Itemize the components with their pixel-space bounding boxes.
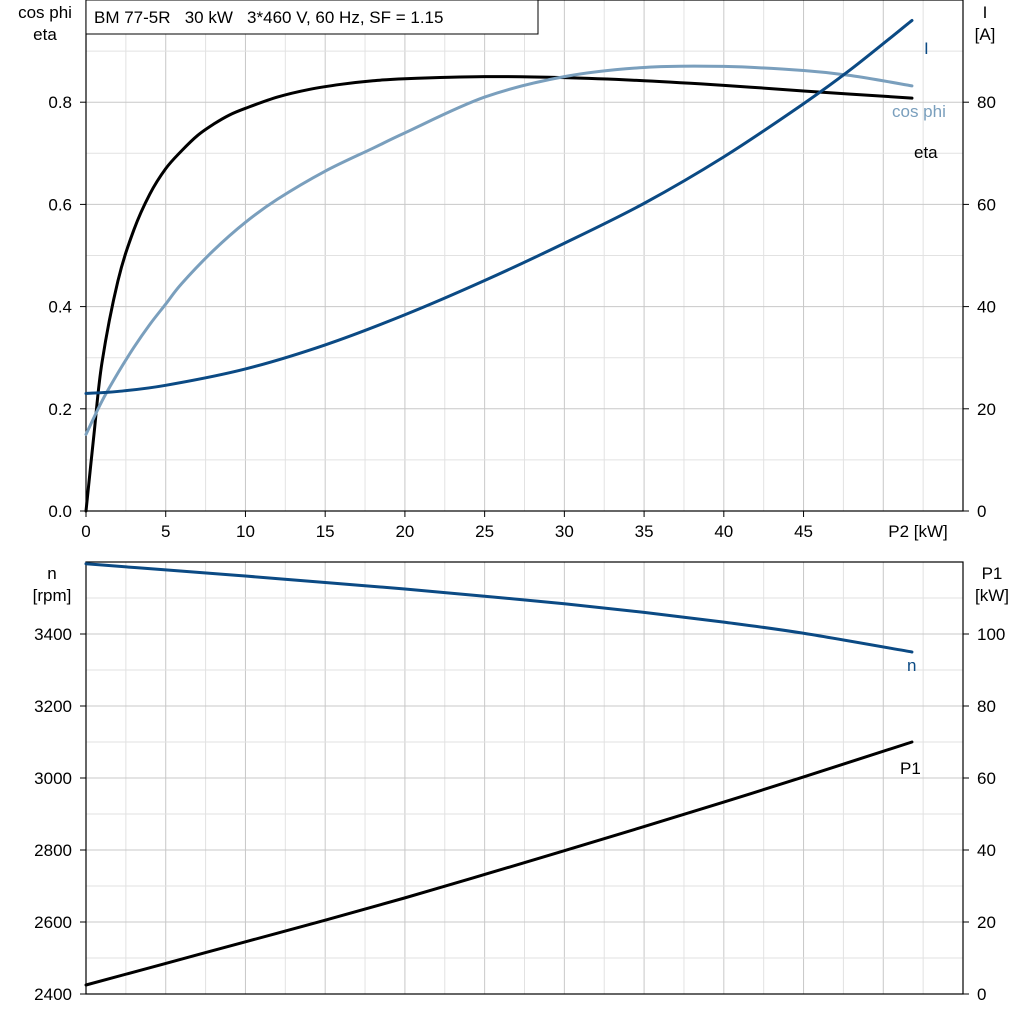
series-line-n — [84, 562, 914, 654]
right-tick-label: 40 — [977, 298, 996, 317]
x-axis-ticks: 0 5 10 15 20 25 30 35 40 45 — [81, 511, 813, 541]
series-label-p1: P1 — [900, 759, 921, 778]
x-tick-label: 45 — [794, 522, 813, 541]
left-tick-label: 3200 — [34, 697, 72, 716]
series-line-p1 — [84, 740, 914, 987]
right-axis-title-line2: [kW] — [975, 586, 1009, 605]
left-tick-label: 0.2 — [48, 400, 72, 419]
left-tick-label: 3400 — [34, 625, 72, 644]
left-tick-label: 0.6 — [48, 195, 72, 214]
left-tick-label: 0.8 — [48, 93, 72, 112]
right-tick-label: 80 — [977, 93, 996, 112]
title-box — [85, 0, 539, 35]
left-axis-ticks: 2400 2600 2800 3000 3200 3400 — [34, 625, 86, 1004]
right-tick-label: 40 — [977, 841, 996, 860]
series-label-n: n — [907, 656, 916, 675]
x-tick-label: 20 — [395, 522, 414, 541]
right-axis-ticks: 0 20 40 60 80 100 — [963, 625, 1005, 1004]
right-tick-label: 60 — [977, 769, 996, 788]
x-tick-label: 40 — [714, 522, 733, 541]
series-line-cos-phi — [84, 64, 914, 436]
x-tick-label: 25 — [475, 522, 494, 541]
series-label-i: I — [924, 39, 929, 58]
left-tick-label: 2400 — [34, 985, 72, 1004]
right-tick-label: 0 — [977, 985, 986, 1004]
x-tick-label: 10 — [236, 522, 255, 541]
x-axis-title: P2 [kW] — [888, 522, 948, 541]
series-label-eta: eta — [914, 143, 938, 162]
right-tick-label: 100 — [977, 625, 1005, 644]
series-line-i — [84, 18, 914, 395]
series-label-cos-phi: cos phi — [892, 102, 946, 121]
left-axis-title-line1: n — [47, 564, 56, 583]
series-group: eta cos phi I — [84, 18, 946, 513]
right-axis-title-line1: P1 — [982, 564, 1003, 583]
right-tick-label: 80 — [977, 697, 996, 716]
right-tick-label: 20 — [977, 400, 996, 419]
right-tick-label: 60 — [977, 195, 996, 214]
left-tick-label: 2800 — [34, 841, 72, 860]
right-axis-ticks: 0 20 40 60 80 — [963, 93, 996, 521]
left-tick-label: 0.4 — [48, 298, 72, 317]
series-line-eta — [84, 75, 914, 513]
left-tick-label: 0.0 — [48, 502, 72, 521]
right-tick-label: 0 — [977, 502, 986, 521]
plot-frame — [85, 0, 964, 512]
x-tick-label: 15 — [316, 522, 335, 541]
right-tick-label: 20 — [977, 913, 996, 932]
right-axis-title-line1: I — [983, 3, 988, 22]
x-tick-label: 5 — [161, 522, 170, 541]
x-tick-label: 30 — [555, 522, 574, 541]
grid — [85, 561, 964, 995]
x-tick-label: 35 — [635, 522, 654, 541]
left-axis-title-line2: [rpm] — [33, 586, 72, 605]
right-axis-title-line2: [A] — [975, 25, 996, 44]
left-axis-title-line2: eta — [33, 25, 57, 44]
x-tick-label: 0 — [81, 522, 90, 541]
series-group: n P1 — [84, 562, 921, 987]
left-axis-ticks: 0.0 0.2 0.4 0.6 0.8 — [48, 93, 86, 521]
chart-title: BM 77-5R 30 kW 3*460 V, 60 Hz, SF = 1.15 — [94, 8, 443, 27]
left-axis-title-line1: cos phi — [18, 3, 72, 22]
upper-plot: 0.0 0.2 0.4 0.6 0.8 0 20 40 60 80 cos phi eta I [A] 0 5… — [18, 0, 996, 541]
lower-plot: 2400 2600 2800 3000 3200 3400 0 20 40 60 80 100 n [rp… — [33, 561, 1009, 1004]
left-tick-label: 2600 — [34, 913, 72, 932]
left-tick-label: 3000 — [34, 769, 72, 788]
